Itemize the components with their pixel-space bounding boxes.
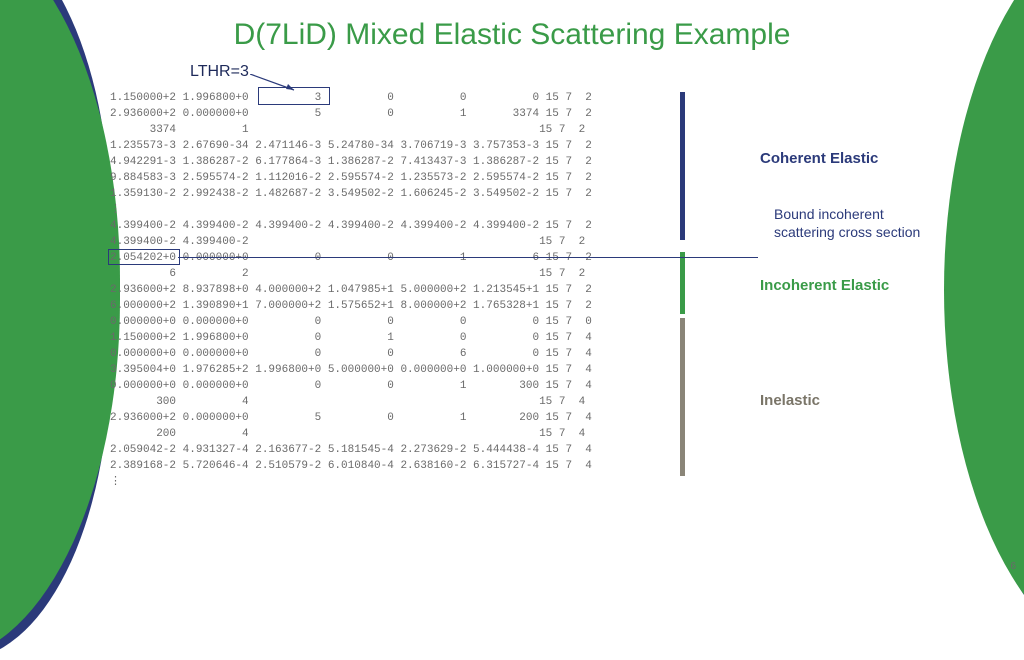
bound-value-box (108, 249, 180, 265)
endf-data-block: 1.150000+2 1.996800+0 3 0 0 0 15 7 2 2.9… (110, 90, 592, 490)
incoherent-label: Incoherent Elastic (760, 277, 889, 294)
bound-connector-line (178, 257, 758, 258)
left-curve-green (0, 0, 120, 660)
lthr-label: LTHR=3 (190, 63, 249, 81)
coherent-label: Coherent Elastic (760, 150, 878, 167)
incoherent-bar (680, 252, 685, 314)
inelastic-bar (680, 318, 685, 476)
coherent-bar (680, 92, 685, 240)
page-number: 6 (1010, 561, 1016, 572)
page-title: D(7LiD) Mixed Elastic Scattering Example (0, 18, 1024, 52)
bound-label: Bound incoherent scattering cross sectio… (774, 205, 920, 241)
lthr-value-box (258, 87, 330, 105)
inelastic-label: Inelastic (760, 392, 820, 409)
